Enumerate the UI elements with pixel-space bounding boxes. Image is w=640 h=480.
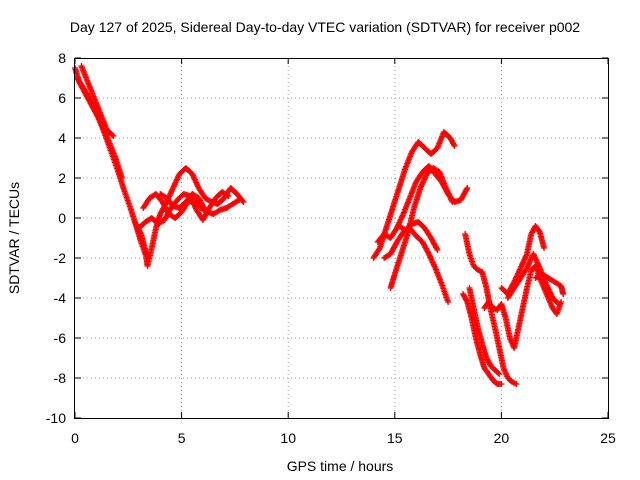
y-tick-label: 4 — [58, 130, 66, 146]
data-point — [451, 143, 458, 149]
y-tick-label: -2 — [54, 250, 67, 266]
data-point — [450, 141, 457, 148]
chart-title: Day 127 of 2025, Sidereal Day-to-day VTE… — [70, 19, 580, 35]
data-point — [236, 197, 243, 203]
x-tick-label: 0 — [71, 430, 79, 446]
y-tick-label: -8 — [54, 370, 67, 386]
data-point — [464, 185, 471, 191]
plot-frame — [74, 58, 609, 419]
y-tick-label: 6 — [58, 90, 66, 106]
data-point — [555, 301, 562, 307]
y-axis-ticks: 8 6 4 2 0 -2 -4 -6 -8 -10 — [46, 50, 608, 426]
data-point — [554, 300, 561, 306]
data-point — [463, 297, 470, 304]
data-point — [434, 247, 441, 253]
data-point — [109, 132, 116, 138]
x-tick-label: 15 — [387, 430, 403, 446]
data-point — [496, 371, 503, 377]
y-tick-label: -10 — [46, 410, 66, 426]
data-point — [234, 197, 241, 204]
data-point — [201, 205, 208, 212]
data-point — [445, 299, 452, 305]
x-tick-label: 20 — [494, 430, 510, 446]
data-point — [110, 133, 117, 139]
y-axis-label: SDTVAR / TECUs — [6, 182, 22, 294]
data-point — [225, 193, 232, 199]
y-tick-label: 8 — [58, 50, 66, 66]
x-tick-label: 10 — [280, 430, 296, 446]
data-point — [118, 175, 125, 181]
data-point — [376, 246, 383, 253]
y-tick-label: -4 — [54, 290, 67, 306]
data-point — [535, 227, 542, 234]
data-point — [137, 229, 144, 236]
y-tick-label: 0 — [58, 210, 66, 226]
data-point — [513, 381, 520, 387]
y-tick-label: -6 — [54, 330, 67, 346]
data-point — [541, 245, 548, 251]
data-point — [240, 199, 247, 205]
y-tick-label: 2 — [58, 170, 66, 186]
x-axis-label: GPS time / hours — [287, 458, 394, 474]
data-point — [498, 381, 505, 387]
data-point — [495, 370, 502, 376]
data-point — [202, 207, 209, 213]
data-point — [433, 245, 440, 252]
data-point — [449, 199, 456, 205]
data-point — [463, 186, 470, 193]
data-points — [72, 63, 567, 387]
x-tick-label: 25 — [600, 430, 616, 446]
x-tick-label: 5 — [178, 430, 186, 446]
data-point — [560, 291, 567, 297]
data-point — [224, 192, 231, 199]
